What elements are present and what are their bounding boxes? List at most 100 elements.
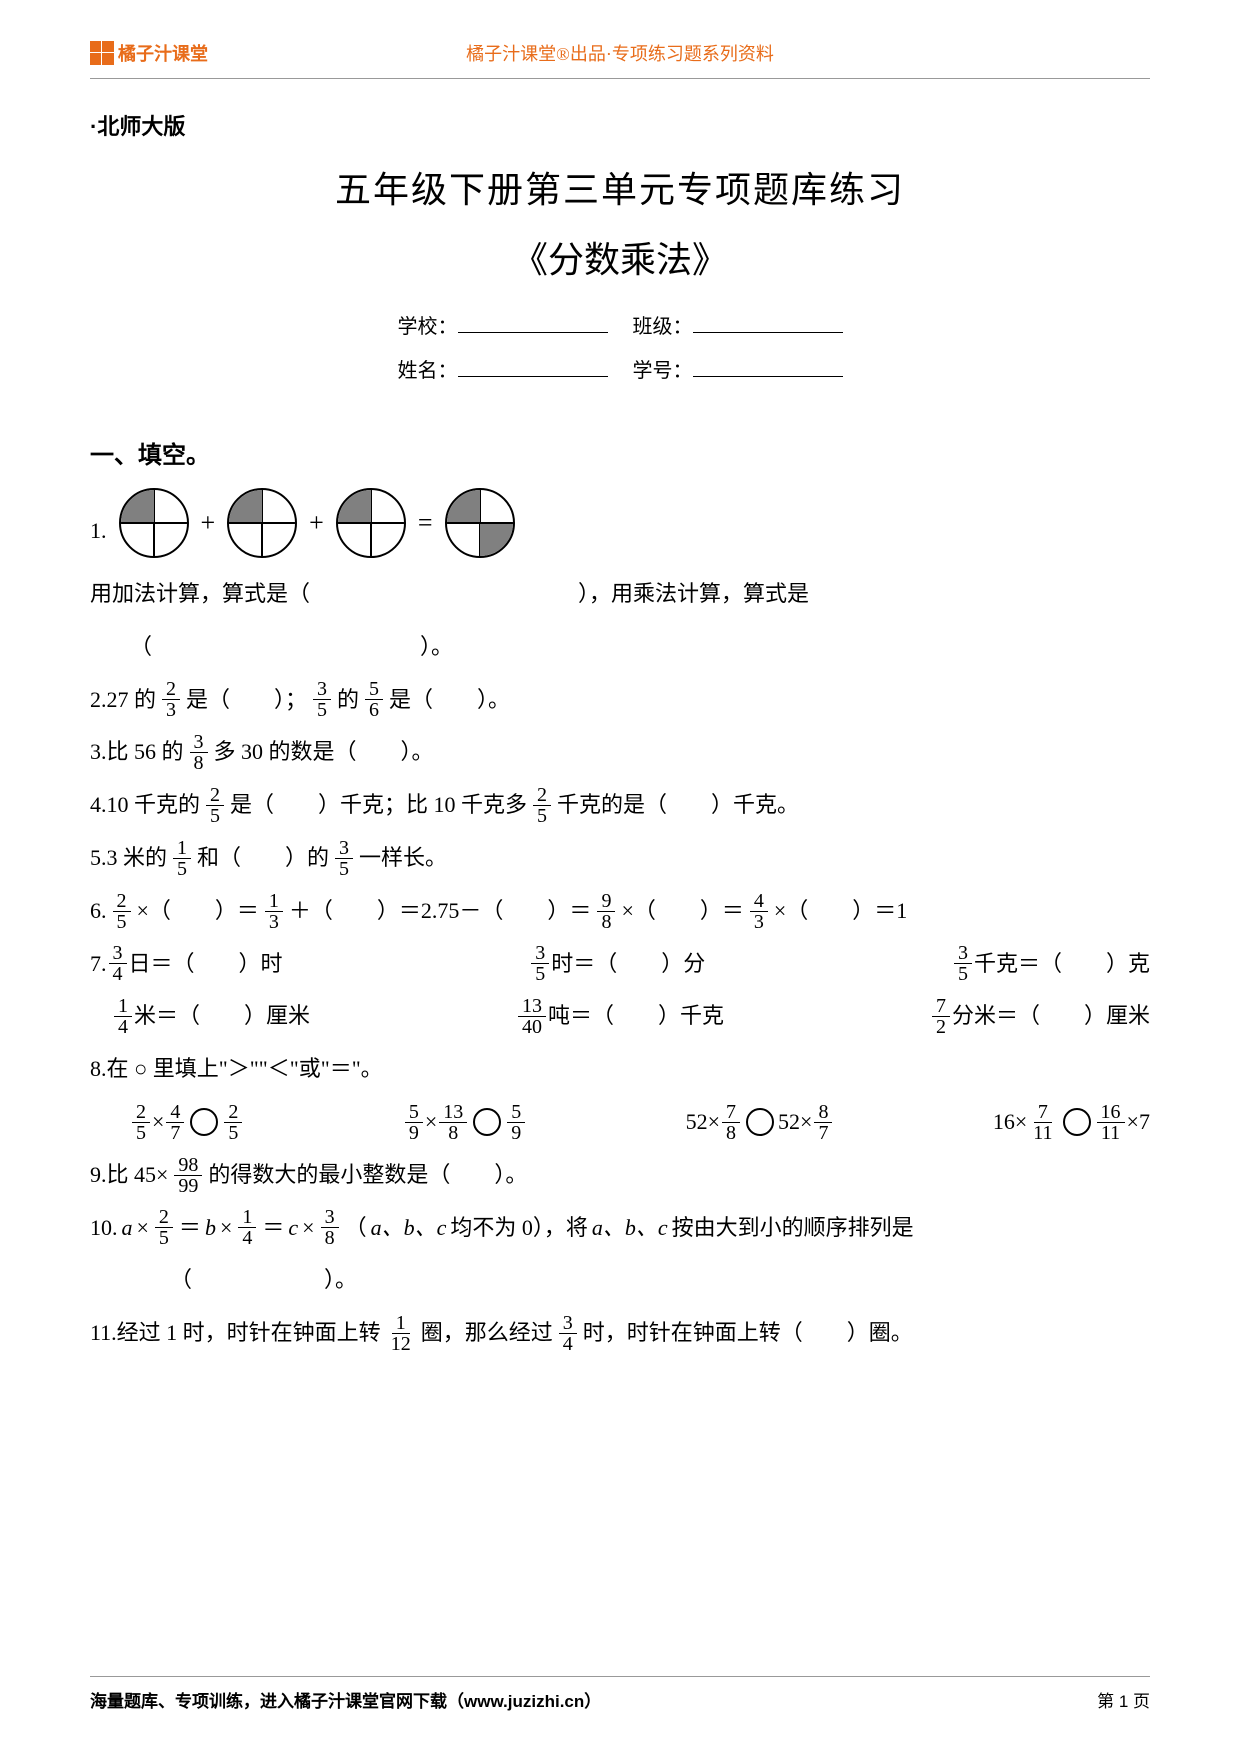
q1-text: ），用乘法计算，算式是 xyxy=(578,568,809,621)
q8-text: ×7 xyxy=(1127,1096,1150,1149)
version-label: ·北师大版 xyxy=(90,109,1150,141)
q10-text: （ xyxy=(345,1202,367,1255)
q7-row1: 7. 34 日＝（ ）时 35 时＝（ ）分 35 千克＝（ ）克 xyxy=(90,938,1150,991)
q3-text: 3.比 56 的 xyxy=(90,726,184,779)
fraction: 14 xyxy=(114,996,132,1037)
footer-left: 海量题库、专项训练，进入橘子汁课堂官网下载（www.juzizhi.cn） xyxy=(90,1687,601,1712)
class-label: 班级： xyxy=(633,316,693,338)
q6-text: ×（ ）＝ xyxy=(137,885,259,938)
q10-vars: a、b、c xyxy=(371,1202,447,1255)
q6: 6. 25 ×（ ）＝ 13 ＋（ ）＝2.75－（ ）＝ 98 ×（ ）＝ 4… xyxy=(90,885,1150,938)
q11-text: 时，时针在钟面上转（ ）圈。 xyxy=(583,1307,913,1360)
q1-number: 1. xyxy=(90,505,107,558)
fraction: 56 xyxy=(365,679,383,720)
fraction: 1611 xyxy=(1097,1102,1125,1143)
class-blank[interactable] xyxy=(693,332,843,333)
q2: 2.27 的 23 是（ ）； 35 的 56 是（ ）。 xyxy=(90,674,1150,727)
compare-blank[interactable] xyxy=(1063,1108,1091,1136)
q8-text: 52× xyxy=(686,1096,720,1149)
q7-row2: 14 米＝（ ）厘米 1340 吨＝（ ）千克 72 分米＝（ ）厘米 xyxy=(90,990,1150,1043)
q1-text: 用加法计算，算式是（ xyxy=(90,568,310,621)
fraction: 13 xyxy=(265,891,283,932)
q7-text: 分米＝（ ）厘米 xyxy=(952,990,1150,1043)
fraction: 711 xyxy=(1029,1102,1056,1143)
id-label: 学号： xyxy=(633,360,693,382)
fraction: 34 xyxy=(559,1313,577,1354)
page-footer: 海量题库、专项训练，进入橘子汁课堂官网下载（www.juzizhi.cn） 第 … xyxy=(90,1676,1150,1712)
q7-text: 千克＝（ ）克 xyxy=(974,938,1150,991)
fraction: 25 xyxy=(155,1207,173,1248)
id-blank[interactable] xyxy=(693,376,843,377)
fraction: 72 xyxy=(932,996,950,1037)
q11-text: 11.经过 1 时，时针在钟面上转 xyxy=(90,1307,381,1360)
q10-text: 10. xyxy=(90,1202,118,1255)
fraction: 38 xyxy=(321,1207,339,1248)
var-a: a xyxy=(122,1202,133,1255)
footer-page-number: 第 1 页 xyxy=(1097,1687,1150,1712)
q1-text-a: 用加法计算，算式是（ ），用乘法计算，算式是 xyxy=(90,568,1150,621)
fraction: 25 xyxy=(224,1102,242,1143)
q1-text: ）。 xyxy=(420,621,453,674)
q7-text: 吨＝（ ）千克 xyxy=(548,990,724,1043)
school-label: 学校： xyxy=(398,316,458,338)
logo-area: 橘子汁课堂 xyxy=(90,40,208,66)
q11-text: 圈，那么经过 xyxy=(421,1307,553,1360)
q2-text: 的 xyxy=(337,674,359,727)
q7-text: 日＝（ ）时 xyxy=(129,938,283,991)
fraction: 138 xyxy=(439,1102,467,1143)
fraction: 112 xyxy=(387,1313,415,1354)
q1-pie-row: 1. + + = xyxy=(90,488,1150,558)
equals-icon: = xyxy=(418,492,433,554)
fraction: 14 xyxy=(238,1207,256,1248)
compare-blank[interactable] xyxy=(473,1108,501,1136)
q10-text: 均不为 0），将 xyxy=(450,1202,588,1255)
fraction: 98 xyxy=(597,891,615,932)
fraction: 43 xyxy=(750,891,768,932)
compare-blank[interactable] xyxy=(746,1108,774,1136)
pie-2 xyxy=(227,488,297,558)
q10-text: ＝ xyxy=(179,1202,201,1255)
school-blank[interactable] xyxy=(458,332,608,333)
pie-result xyxy=(445,488,515,558)
fraction: 35 xyxy=(954,943,972,984)
q5: 5.3 米的 15 和（ ）的 35 一样长。 xyxy=(90,832,1150,885)
fraction: 35 xyxy=(313,679,331,720)
fraction: 25 xyxy=(113,891,131,932)
q7-text: 7. xyxy=(90,938,107,991)
compare-blank[interactable] xyxy=(190,1108,218,1136)
q2-text: 是（ ）。 xyxy=(389,674,510,727)
fraction: 38 xyxy=(190,732,208,773)
q6-text: ×（ ）＝1 xyxy=(774,885,907,938)
q5-text: 5.3 米的 xyxy=(90,832,167,885)
q8-text: 52× xyxy=(778,1096,812,1149)
q8-text: 16× xyxy=(993,1096,1027,1149)
q6-text: ＋（ ）＝2.75－（ ）＝ xyxy=(289,885,592,938)
fraction: 35 xyxy=(531,943,549,984)
q3-text: 多 30 的数是（ ）。 xyxy=(214,726,434,779)
name-blank[interactable] xyxy=(458,376,608,377)
q9: 9.比 45× 9899 的得数大的最小整数是（ ）。 xyxy=(90,1149,1150,1202)
fraction: 59 xyxy=(507,1102,525,1143)
q9-text: 的得数大的最小整数是（ ）。 xyxy=(208,1149,527,1202)
pie-3 xyxy=(336,488,406,558)
q2-text: 2.27 的 xyxy=(90,674,156,727)
q3: 3.比 56 的 38 多 30 的数是（ ）。 xyxy=(90,726,1150,779)
var-b: b xyxy=(205,1202,216,1255)
fraction: 87 xyxy=(814,1102,832,1143)
q4: 4.10 千克的 25 是（ ）千克；比 10 千克多 25 千克的是（ ）千克… xyxy=(90,779,1150,832)
student-info: 学校： 班级： 姓名： 学号： xyxy=(90,305,1150,393)
q4-text: 是（ ）千克；比 10 千克多 xyxy=(230,779,527,832)
q10-vars: a、b、c xyxy=(592,1202,668,1255)
q8-row: 25×47 25 59×138 59 52×78 52×87 16×711 16… xyxy=(90,1096,1150,1149)
q10-line2: （ ）。 xyxy=(90,1254,1150,1307)
fraction: 9899 xyxy=(174,1155,202,1196)
q4-text: 4.10 千克的 xyxy=(90,779,200,832)
questions: 1. + + = 用加法计算，算式是（ ），用乘法计算，算式是 （ ）。 2.2… xyxy=(90,488,1150,1360)
q1-text: （ xyxy=(130,621,152,674)
fraction: 47 xyxy=(166,1102,184,1143)
fraction: 59 xyxy=(405,1102,423,1143)
fraction: 25 xyxy=(206,785,224,826)
q10-text: × xyxy=(220,1202,232,1255)
page-header: 橘子汁课堂 橘子汁课堂®出品·专项练习题系列资料 xyxy=(90,40,1150,79)
plus-icon: + xyxy=(309,492,324,554)
